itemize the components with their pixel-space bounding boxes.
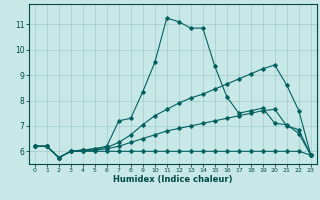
X-axis label: Humidex (Indice chaleur): Humidex (Indice chaleur) xyxy=(113,175,233,184)
